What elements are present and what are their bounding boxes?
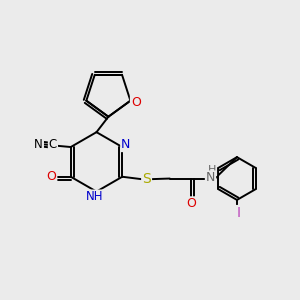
Text: O: O — [186, 197, 196, 210]
Text: O: O — [46, 170, 56, 183]
Text: N: N — [34, 138, 43, 151]
Text: C: C — [49, 138, 57, 152]
Text: O: O — [131, 96, 141, 109]
Text: N: N — [206, 171, 215, 184]
Text: N: N — [121, 138, 130, 151]
Text: H: H — [208, 165, 216, 175]
Text: NH: NH — [86, 190, 104, 203]
Text: I: I — [236, 206, 241, 220]
Text: S: S — [142, 172, 151, 186]
